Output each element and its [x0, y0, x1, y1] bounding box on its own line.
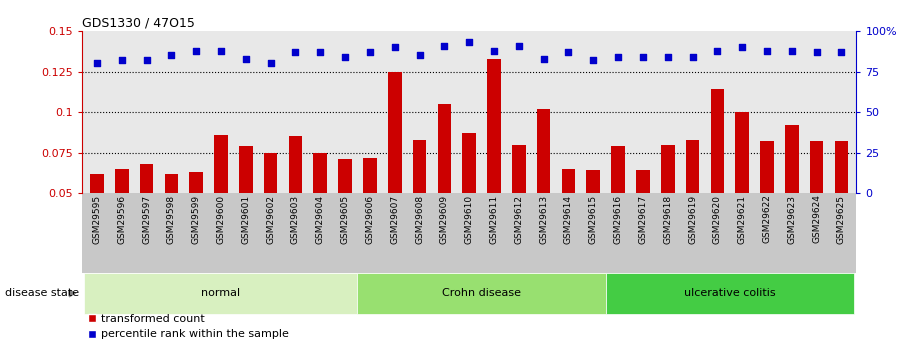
Bar [413, 140, 426, 193]
Point [809, 49, 824, 55]
Bar [165, 174, 179, 193]
Point [387, 45, 402, 50]
Bar [611, 146, 625, 193]
Bar [660, 145, 674, 193]
Bar [115, 169, 128, 193]
Point [363, 49, 377, 55]
Text: disease state: disease state [5, 288, 78, 298]
Bar [561, 169, 575, 193]
Point [486, 48, 501, 53]
Bar [636, 170, 650, 193]
Text: GDS1330 / 47O15: GDS1330 / 47O15 [82, 17, 195, 30]
Bar [686, 140, 700, 193]
Point [710, 48, 724, 53]
Point [239, 56, 253, 61]
Point [735, 45, 750, 50]
Bar [537, 109, 550, 193]
Bar [239, 146, 252, 193]
Bar [338, 159, 352, 193]
Text: normal: normal [201, 288, 241, 298]
Point [537, 56, 551, 61]
Bar [512, 145, 526, 193]
Point [561, 49, 576, 55]
Point [189, 48, 203, 53]
Point [610, 54, 625, 60]
Point [784, 48, 799, 53]
Point [437, 43, 452, 48]
Point [834, 49, 849, 55]
Bar [90, 174, 104, 193]
Point [511, 43, 526, 48]
Bar [735, 112, 749, 193]
Point [760, 48, 774, 53]
Point [263, 61, 278, 66]
Text: ulcerative colitis: ulcerative colitis [684, 288, 775, 298]
Point [413, 52, 427, 58]
Point [139, 58, 154, 63]
Point [462, 40, 476, 45]
Bar [363, 158, 377, 193]
Point [338, 54, 353, 60]
Bar [214, 135, 228, 193]
Bar [289, 136, 302, 193]
Point [164, 52, 179, 58]
Point [313, 49, 328, 55]
Bar [463, 133, 476, 193]
Bar [587, 170, 600, 193]
Bar [139, 164, 153, 193]
Point [214, 48, 229, 53]
Bar [711, 89, 724, 193]
Bar [264, 152, 278, 193]
Point [660, 54, 675, 60]
Point [288, 49, 302, 55]
Bar [760, 141, 773, 193]
Legend: transformed count, percentile rank within the sample: transformed count, percentile rank withi… [87, 314, 289, 339]
Bar [487, 59, 501, 193]
Point [685, 54, 700, 60]
Point [115, 58, 129, 63]
Point [89, 61, 104, 66]
Bar [834, 141, 848, 193]
Bar [437, 104, 451, 193]
Bar [785, 125, 799, 193]
Bar [313, 152, 327, 193]
Point [586, 58, 600, 63]
Text: Crohn disease: Crohn disease [442, 288, 521, 298]
Bar [189, 172, 203, 193]
Point [636, 54, 650, 60]
Bar [810, 141, 824, 193]
Bar [388, 71, 402, 193]
